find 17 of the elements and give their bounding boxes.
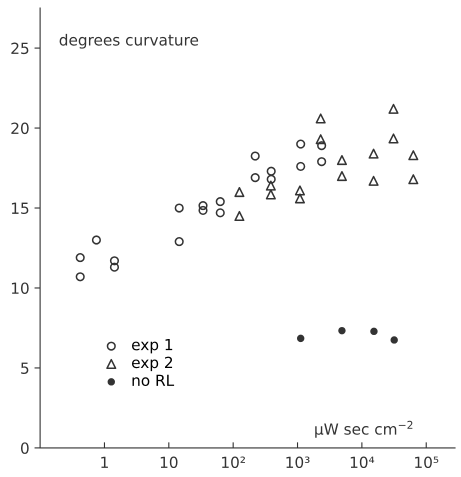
y-tick-label: 25 (11, 42, 28, 54)
y-tick-label: 15 (12, 202, 28, 214)
y-tick-label: 0 (20, 442, 29, 454)
y-tick-label: 20 (11, 122, 29, 134)
legend-label: exp 1 (132, 339, 172, 354)
x-tick-label: 10³ (286, 456, 310, 468)
legend-label: exp 2 (132, 356, 172, 372)
x-tick-label: 1 (101, 456, 108, 468)
y-tick-label: 10 (12, 282, 29, 294)
x-axis-title: µW sec cm$^{−2}$ (315, 420, 412, 438)
legend-label: no RL (132, 374, 174, 386)
x-tick-label: 10² (222, 456, 245, 468)
x-tick-label: 10⁵ (415, 456, 438, 468)
y-axis-title: degrees curvature (60, 34, 198, 49)
x-tick-label: 10⁴ (350, 456, 374, 468)
y-tick-label: 5 (21, 362, 28, 374)
x-tick-label: 10 (160, 456, 178, 468)
